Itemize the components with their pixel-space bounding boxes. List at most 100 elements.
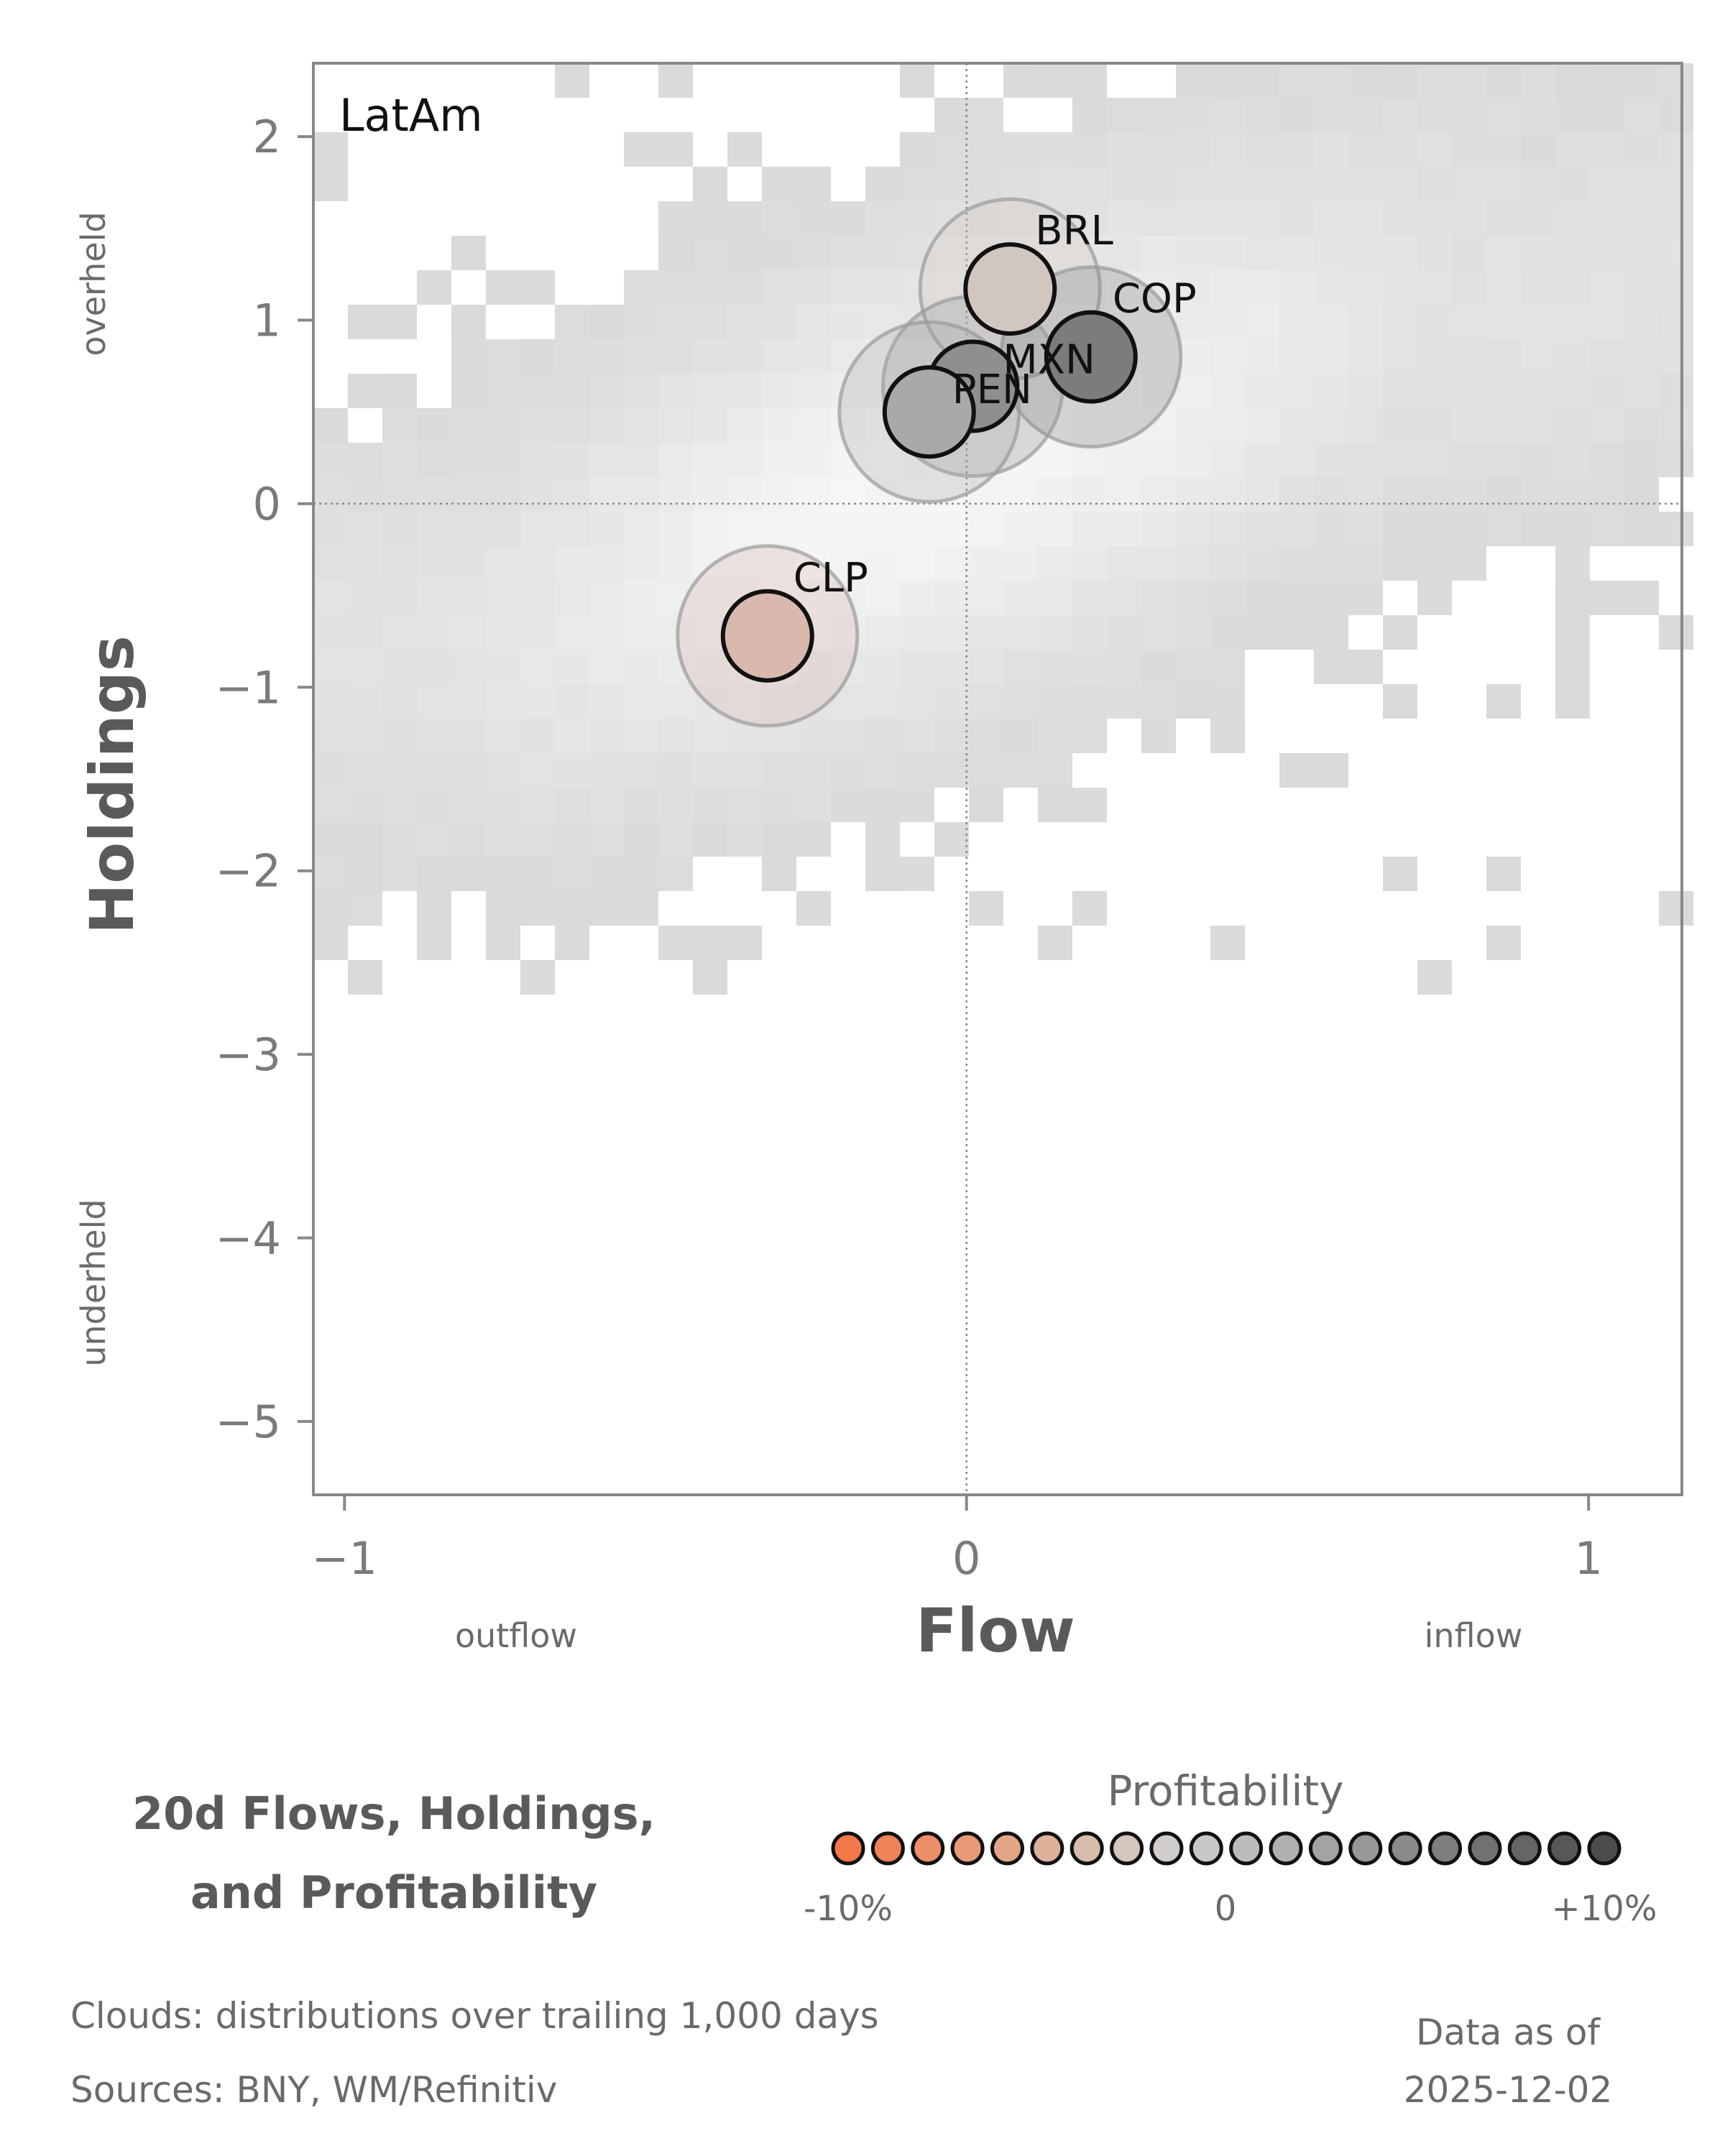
cloud-cell: [348, 822, 382, 857]
cloud-cell: [520, 408, 555, 443]
cloud-cell: [417, 926, 451, 960]
cloud-cell: [831, 408, 865, 443]
cloud-cell: [1245, 477, 1279, 512]
cloud-cell: [1072, 236, 1107, 270]
cloud-cell: [1590, 339, 1624, 374]
cloud-cell: [313, 926, 348, 960]
cloud-cell: [555, 512, 589, 546]
cloud-cell: [1314, 98, 1348, 132]
cloud-cell: [658, 408, 693, 443]
cloud-cell: [831, 201, 865, 236]
plot-frame: [312, 62, 1683, 1496]
cloud-cell: [555, 684, 589, 719]
footer-title-line1: 20d Flows, Holdings,: [132, 1787, 656, 1840]
label-cop: COP: [1113, 276, 1197, 323]
cloud-cell: [1521, 63, 1555, 98]
cloud-cell: [555, 753, 589, 788]
cloud-cell: [1038, 63, 1072, 98]
cloud-cell: [1245, 236, 1279, 270]
cloud-cell: [1176, 512, 1210, 546]
cloud-cell: [1279, 512, 1314, 546]
cloud-cell: [796, 339, 831, 374]
cloud-cell: [1383, 305, 1417, 339]
cloud-cell: [486, 374, 520, 408]
cloud-cell: [1279, 753, 1314, 788]
cloud-cell: [1038, 443, 1072, 477]
label-pen: PEN: [952, 367, 1032, 413]
cloud-cell: [1210, 305, 1245, 339]
cloud-cell: [1072, 581, 1107, 615]
cloud-cell: [1038, 546, 1072, 581]
cloud-cell: [1141, 201, 1176, 236]
cloud-cell: [1659, 339, 1693, 374]
cloud-cell: [900, 753, 934, 788]
cloud-cell: [1003, 477, 1038, 512]
cloud-cell: [1555, 201, 1590, 236]
cloud-cell: [624, 822, 658, 857]
clouds-note: Clouds: distributions over trailing 1,00…: [70, 1995, 879, 2037]
cloud-cell: [831, 546, 865, 581]
cloud-cell: [624, 132, 658, 167]
cloud-cell: [762, 201, 796, 236]
cloud-cell: [555, 305, 589, 339]
cloud-cell: [1486, 926, 1521, 960]
cloud-cell: [1486, 236, 1521, 270]
cloud-cell: [1210, 132, 1245, 167]
cloud-cell: [520, 615, 555, 650]
cloud-cell: [1624, 374, 1659, 408]
cloud-cell: [1107, 615, 1141, 650]
cloud-cell: [727, 477, 762, 512]
cloud-cell: [1210, 201, 1245, 236]
cloud-cell: [969, 167, 1003, 201]
cloud-cell: [417, 615, 451, 650]
x-right-label: inflow: [1425, 1616, 1523, 1655]
cloud-cell: [1038, 926, 1072, 960]
cloud-cell: [624, 788, 658, 822]
cloud-cell: [1314, 236, 1348, 270]
cloud-cell: [1486, 684, 1521, 719]
cloud-cell: [969, 719, 1003, 753]
cloud-cell: [900, 650, 934, 684]
cloud-cell: [1210, 236, 1245, 270]
cloud-cell: [1555, 305, 1590, 339]
cloud-cell: [693, 546, 727, 581]
cloud-cell: [1279, 132, 1314, 167]
cloud-cell: [727, 512, 762, 546]
cloud-cell: [1452, 339, 1486, 374]
y-tick-label: −4: [216, 1212, 281, 1264]
cloud-cell: [417, 753, 451, 788]
cloud-cell: [1555, 167, 1590, 201]
cloud-cell: [1176, 132, 1210, 167]
cloud-cell: [1383, 270, 1417, 305]
cloud-cell: [382, 719, 417, 753]
cloud-cell: [865, 236, 900, 270]
cloud-cell: [1624, 270, 1659, 305]
cloud-cell: [934, 650, 969, 684]
cloud-cell: [1348, 408, 1383, 443]
cloud-cell: [1590, 98, 1624, 132]
legend-swatch: [1269, 1831, 1303, 1866]
cloud-cell: [348, 305, 382, 339]
point-clp: [720, 589, 814, 683]
cloud-cell: [417, 270, 451, 305]
cloud-cell: [693, 581, 727, 615]
legend-swatch: [950, 1831, 985, 1866]
cloud-cell: [865, 167, 900, 201]
cloud-cell: [1486, 270, 1521, 305]
cloud-cell: [348, 719, 382, 753]
cloud-cell: [1521, 443, 1555, 477]
cloud-cell: [624, 684, 658, 719]
cloud-cell: [1003, 546, 1038, 581]
cloud-cell: [382, 615, 417, 650]
cloud-cell: [1176, 477, 1210, 512]
cloud-cell: [555, 891, 589, 926]
cloud-cell: [762, 408, 796, 443]
cloud-cell: [382, 684, 417, 719]
cloud-cell: [555, 63, 589, 98]
y-tick-label: 2: [253, 111, 281, 163]
cloud-cell: [727, 684, 762, 719]
cloud-cell: [1417, 546, 1452, 581]
cloud-cell: [1141, 546, 1176, 581]
cloud-cell: [520, 339, 555, 374]
cloud-cell: [1245, 63, 1279, 98]
